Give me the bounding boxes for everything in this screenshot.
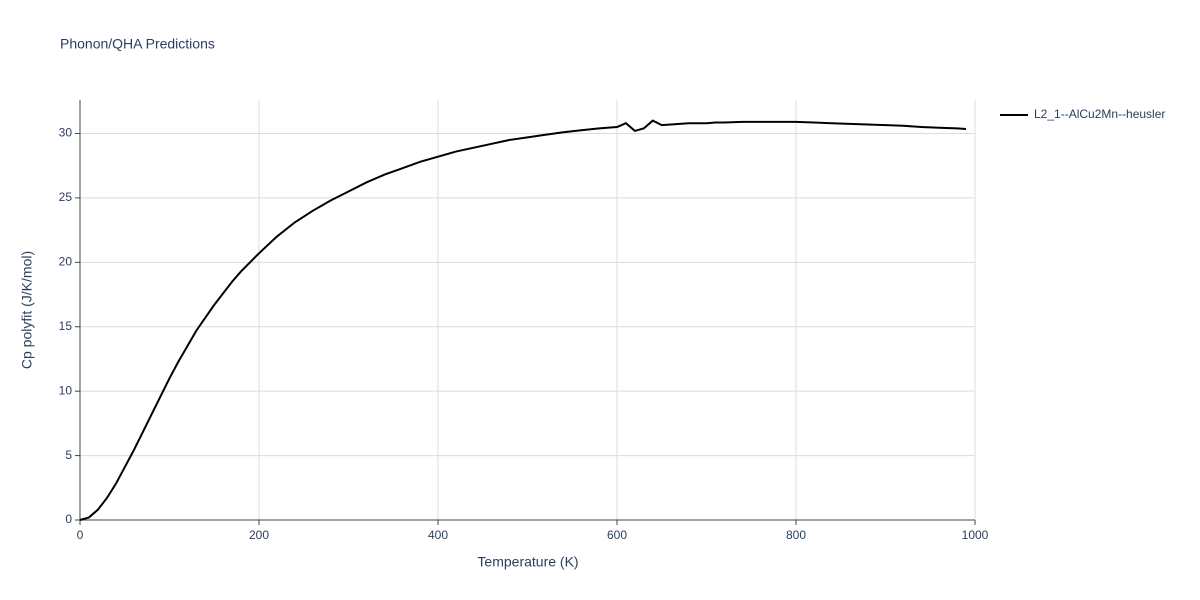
x-axis-title: Temperature (K) xyxy=(477,554,578,570)
data-line xyxy=(79,119,967,521)
chart-title: Phonon/QHA Predictions xyxy=(60,36,215,52)
x-tick-label: 0 xyxy=(77,528,84,542)
legend-label: L2_1--AlCu2Mn--heusler xyxy=(1034,107,1165,121)
x-tick-label: 800 xyxy=(786,528,806,542)
y-tick-label: 25 xyxy=(59,190,73,204)
y-tick-label: 30 xyxy=(59,126,73,140)
y-tick-label: 5 xyxy=(65,448,72,462)
y-axis-title: Cp polyfit (J/K/mol) xyxy=(19,251,35,369)
y-tick-label: 10 xyxy=(59,383,73,397)
x-tick-label: 600 xyxy=(607,528,627,542)
x-tick-label: 1000 xyxy=(962,528,989,542)
x-tick-label: 400 xyxy=(428,528,448,542)
y-tick-label: 20 xyxy=(59,255,73,269)
y-tick-label: 0 xyxy=(65,512,72,526)
x-tick-label: 200 xyxy=(249,528,269,542)
y-tick-label: 15 xyxy=(59,319,73,333)
